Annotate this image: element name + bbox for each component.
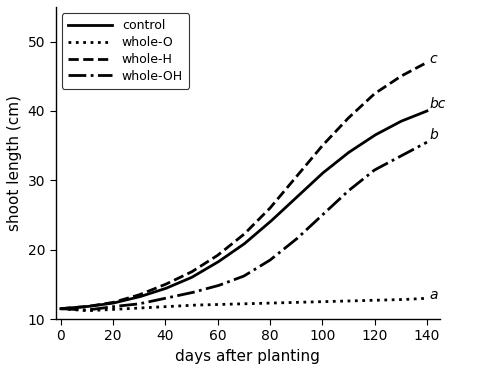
whole-H — [274, 197, 280, 201]
Legend: control, whole-O, whole-H, whole-OH: control, whole-O, whole-H, whole-OH — [62, 13, 189, 89]
whole-H — [390, 79, 396, 84]
whole-O — [58, 306, 64, 311]
whole-OH — [391, 158, 397, 162]
whole-OH — [424, 140, 430, 144]
whole-H — [424, 60, 430, 65]
whole-OH — [84, 308, 89, 312]
whole-H — [366, 96, 372, 101]
control — [282, 206, 288, 210]
Line: whole-O: whole-O — [61, 298, 427, 311]
whole-H — [276, 196, 281, 200]
control — [390, 124, 396, 128]
whole-OH — [58, 306, 64, 311]
control — [424, 109, 430, 113]
whole-O — [424, 296, 430, 301]
whole-O — [84, 309, 89, 313]
Text: a: a — [430, 288, 438, 302]
whole-H — [58, 306, 64, 311]
whole-O — [391, 298, 397, 302]
control — [59, 306, 65, 311]
whole-O — [276, 301, 281, 305]
Text: b: b — [430, 128, 438, 142]
Line: whole-OH: whole-OH — [61, 142, 427, 310]
whole-O — [283, 301, 289, 305]
X-axis label: days after planting: days after planting — [176, 349, 320, 364]
whole-OH — [276, 251, 281, 255]
whole-OH — [277, 250, 283, 255]
whole-O — [368, 298, 374, 303]
whole-H — [59, 306, 65, 311]
control — [276, 211, 281, 216]
Text: bc: bc — [430, 97, 446, 111]
Text: c: c — [430, 52, 437, 66]
control — [58, 306, 64, 311]
Line: whole-H: whole-H — [61, 62, 427, 309]
control — [366, 137, 372, 141]
whole-H — [282, 188, 288, 193]
whole-O — [59, 306, 65, 311]
whole-OH — [59, 306, 65, 311]
whole-OH — [368, 171, 374, 175]
whole-OH — [283, 245, 289, 250]
whole-O — [277, 301, 283, 305]
Y-axis label: shoot length (cm): shoot length (cm) — [7, 95, 22, 231]
control — [274, 213, 280, 217]
Line: control: control — [61, 111, 427, 309]
